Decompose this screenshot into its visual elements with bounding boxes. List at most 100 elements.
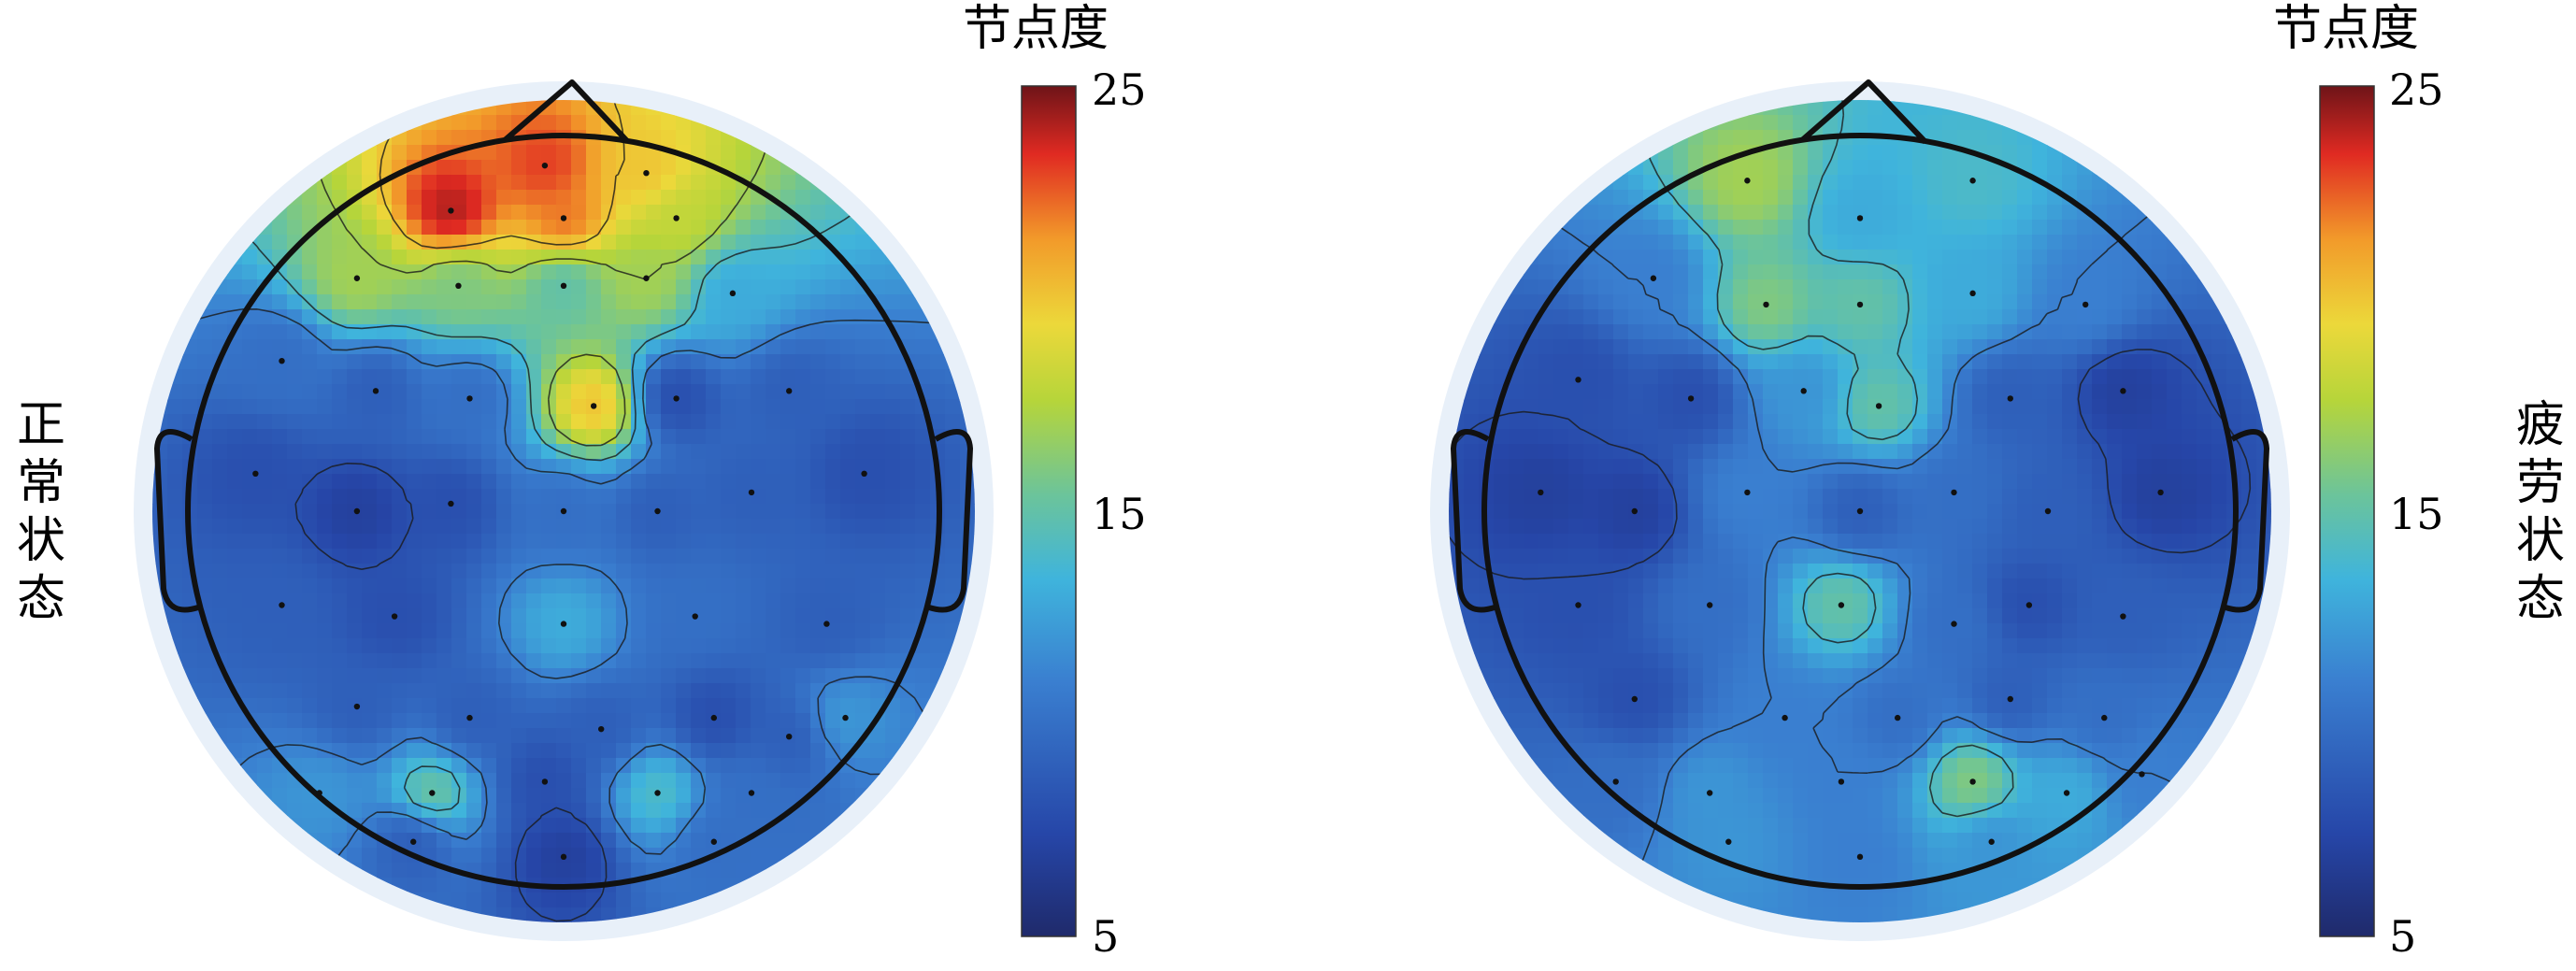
heat-cell [257, 698, 273, 714]
electrode-dot [786, 388, 793, 394]
heat-cell [377, 713, 393, 729]
heat-cell [2017, 578, 2033, 594]
electrode-dot [654, 790, 661, 796]
heat-cell [197, 653, 213, 669]
heat-cell [766, 698, 781, 714]
heat-cell [377, 683, 393, 699]
heat-cell [676, 444, 692, 460]
heat-cell [302, 369, 318, 385]
heat-cell [1957, 294, 1973, 310]
heat-cell [362, 279, 378, 295]
heat-cell [691, 250, 707, 265]
heat-cell [601, 788, 617, 804]
heat-cell [2107, 294, 2123, 310]
heat-cell [2077, 279, 2093, 295]
heat-cell [317, 294, 333, 310]
heat-cell [1613, 653, 1629, 669]
heat-cell [1553, 668, 1569, 684]
heat-cell [257, 653, 273, 669]
heat-cell [287, 743, 303, 759]
heat-cell [167, 534, 183, 550]
heat-cell [332, 279, 348, 295]
heat-cell [2092, 264, 2108, 280]
heat-cell [2077, 474, 2093, 490]
heat-cell [706, 384, 722, 400]
heat-cell [407, 758, 422, 774]
heat-cell [691, 728, 707, 744]
heat-cell [1598, 444, 1614, 460]
heat-cell [496, 489, 512, 505]
heat-cell [2062, 564, 2078, 579]
heat-cell [2122, 429, 2138, 445]
electrode-dot [673, 215, 680, 221]
heat-cell [2062, 698, 2078, 714]
heat-cell [631, 250, 647, 265]
heat-cell [2017, 608, 2033, 624]
heat-cell [2167, 399, 2182, 415]
heat-cell [1838, 145, 1853, 161]
heat-cell [407, 593, 422, 609]
heat-cell [571, 698, 587, 714]
heat-cell [691, 534, 707, 550]
heat-cell [1673, 369, 1689, 385]
heat-cell [1658, 264, 1674, 280]
heat-cell [586, 160, 602, 176]
heat-cell [422, 623, 437, 639]
heat-cell [1912, 235, 1928, 250]
electrode-dot [710, 714, 717, 721]
heat-cell [2002, 309, 2018, 325]
heat-cell [302, 653, 318, 669]
heat-cell [795, 339, 811, 355]
heat-cell [1823, 549, 1839, 564]
heat-cell [2017, 145, 2033, 161]
heat-cell [526, 773, 542, 789]
heat-cell [2047, 220, 2063, 236]
heat-cell [1778, 145, 1794, 161]
heat-cell [1763, 504, 1779, 520]
heat-cell [1868, 294, 1883, 310]
heat-cell [1568, 235, 1584, 250]
heat-cell [706, 773, 722, 789]
heat-cell [586, 205, 602, 221]
heat-cell [541, 758, 557, 774]
heat-cell [691, 369, 707, 385]
heat-cell [2062, 489, 2078, 505]
colorbar-tick-max: 25 [1092, 64, 1147, 115]
heat-cell [1853, 623, 1868, 639]
heat-cell [392, 235, 408, 250]
heat-cell [1808, 743, 1824, 759]
heat-cell [2182, 713, 2197, 729]
heat-cell [676, 833, 692, 849]
heat-cell [317, 519, 333, 535]
heat-cell [1987, 459, 2003, 475]
heat-cell [2002, 279, 2018, 295]
heat-cell [721, 683, 737, 699]
heat-cell [2137, 638, 2153, 654]
heat-cell [556, 459, 572, 475]
heat-cell [616, 863, 632, 878]
heat-cell [766, 593, 781, 609]
heat-cell [436, 369, 452, 385]
electrode-dot [673, 395, 680, 402]
heat-cell [2017, 758, 2033, 774]
heat-cell [1628, 549, 1644, 564]
heat-cell [1718, 220, 1734, 236]
heat-cell [721, 145, 737, 161]
heat-cell [511, 354, 527, 370]
heat-cell [2137, 728, 2153, 744]
heat-cell [541, 892, 557, 908]
heat-cell [317, 399, 333, 415]
heat-cell [691, 444, 707, 460]
heat-cell [661, 564, 677, 579]
heat-cell [541, 294, 557, 310]
heat-cell [1897, 608, 1913, 624]
heat-cell [2032, 653, 2048, 669]
heat-cell [1972, 758, 1988, 774]
heat-cell [1823, 818, 1839, 834]
heat-cell [1553, 354, 1569, 370]
heat-cell [825, 264, 841, 280]
heat-cell [1628, 683, 1644, 699]
heat-cell [840, 279, 856, 295]
heat-cell [466, 429, 482, 445]
heat-cell [347, 205, 363, 221]
